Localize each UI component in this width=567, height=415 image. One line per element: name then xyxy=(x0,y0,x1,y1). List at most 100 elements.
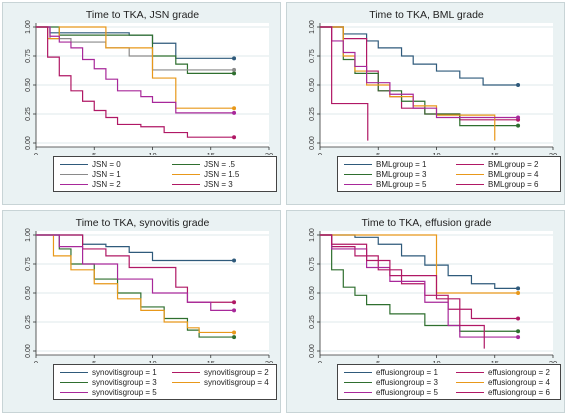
legend-label: JSN = 1.5 xyxy=(204,170,240,179)
chart-legend: JSN = 0 JSN = .5 JSN = 1 JSN = 1.5 JSN = 2 JS… xyxy=(53,156,277,192)
legend-label: JSN = 1 xyxy=(92,170,121,179)
legend-swatch xyxy=(172,184,200,185)
legend-item: synovitisgroup = 2 xyxy=(172,368,278,377)
legend-swatch xyxy=(344,174,372,175)
y-tick-label: 0.75 xyxy=(309,49,316,63)
legend-label: effusiongroup = 6 xyxy=(488,388,550,397)
legend-swatch xyxy=(456,174,484,175)
series-line xyxy=(320,234,519,294)
legend-label: effusiongroup = 5 xyxy=(376,388,438,397)
y-tick-label: 0.25 xyxy=(25,315,32,329)
legend-swatch xyxy=(344,372,372,373)
legend-item: JSN = 2 xyxy=(60,180,166,189)
legend-item: synovitisgroup = 3 xyxy=(60,378,166,387)
legend-swatch xyxy=(60,372,88,373)
km-plot: Time to TKA, effusion grade 0.00 0.25 0.50 0… xyxy=(309,217,557,363)
y-tick-label: 0.75 xyxy=(25,49,32,63)
legend-label: BMLgroup = 3 xyxy=(376,170,427,179)
legend-item: effusiongroup = 1 xyxy=(344,368,450,377)
legend-label: effusiongroup = 3 xyxy=(376,378,438,387)
chart-panel: Time to TKA, JSN grade 0.00 0.25 0.50 0.75 1.… xyxy=(2,2,281,205)
y-tick-label: 0.25 xyxy=(309,315,316,329)
x-tick-label: 20 xyxy=(549,151,557,155)
x-tick-label: 15 xyxy=(207,151,215,155)
censor-point xyxy=(516,83,521,87)
censor-point xyxy=(516,123,521,128)
legend-swatch xyxy=(456,382,484,383)
censor-point xyxy=(232,330,237,335)
legend-item: synovitisgroup = 4 xyxy=(172,378,278,387)
legend-label: synovitisgroup = 2 xyxy=(204,368,269,377)
series-line xyxy=(320,234,519,332)
censor-point xyxy=(232,308,237,313)
censor-point xyxy=(232,335,237,340)
legend-label: JSN = 3 xyxy=(204,180,233,189)
legend-swatch xyxy=(456,372,484,373)
series-line xyxy=(36,26,235,138)
x-tick-label: 10 xyxy=(148,151,156,155)
legend-item: effusiongroup = 2 xyxy=(456,368,562,377)
y-tick-label: 1.00 xyxy=(309,228,316,242)
x-tick-label: 10 xyxy=(432,359,440,363)
x-tick-label: 5 xyxy=(376,359,380,363)
chart-title: Time to TKA, JSN grade xyxy=(86,9,199,21)
legend-label: JSN = 0 xyxy=(92,160,121,169)
x-tick-label: 0 xyxy=(318,151,322,155)
legend-label: JSN = .5 xyxy=(204,160,235,169)
y-tick-label: 1.00 xyxy=(25,20,32,34)
legend-label: synovitisgroup = 1 xyxy=(92,368,157,377)
series-line xyxy=(36,234,235,334)
km-plot: Time to TKA, BML grade 0.00 0.25 0.50 0.75 1.… xyxy=(309,9,557,155)
y-tick-label: 1.00 xyxy=(25,228,32,242)
legend-item: BMLgroup = 4 xyxy=(456,170,562,179)
chart-legend: effusiongroup = 1 effusiongroup = 2 effusi… xyxy=(337,364,561,400)
x-tick-label: 15 xyxy=(491,359,499,363)
censor-point xyxy=(516,286,521,291)
censor-point xyxy=(516,115,521,120)
legend-swatch xyxy=(60,392,88,393)
legend-swatch xyxy=(60,382,88,383)
legend-item: JSN = 0 xyxy=(60,160,166,169)
legend-swatch xyxy=(456,392,484,393)
legend-label: BMLgroup = 5 xyxy=(376,180,427,189)
y-tick-label: 0.50 xyxy=(309,286,316,300)
series-line xyxy=(320,26,519,119)
censor-point xyxy=(232,110,237,115)
chart-panel: Time to TKA, BML grade 0.00 0.25 0.50 0.75 1.… xyxy=(286,2,565,205)
legend-label: effusiongroup = 4 xyxy=(488,378,550,387)
censor-point xyxy=(516,335,521,340)
x-tick-label: 0 xyxy=(318,359,322,363)
legend-item: JSN = 1 xyxy=(60,170,166,179)
legend-item: BMLgroup = 3 xyxy=(344,170,450,179)
x-tick-label: 15 xyxy=(491,151,499,155)
legend-label: effusiongroup = 2 xyxy=(488,368,550,377)
legend-item: effusiongroup = 3 xyxy=(344,378,450,387)
series-line xyxy=(320,234,519,289)
x-tick-label: 20 xyxy=(265,151,273,155)
chart-panel: Time to TKA, synovitis grade 0.00 0.25 0.50… xyxy=(2,210,281,413)
legend-label: BMLgroup = 4 xyxy=(488,170,539,179)
censor-point xyxy=(232,106,237,111)
chart-title: Time to TKA, synovitis grade xyxy=(76,217,210,229)
censor-point xyxy=(232,135,237,140)
legend-label: BMLgroup = 6 xyxy=(488,180,539,189)
legend-item: synovitisgroup = 5 xyxy=(60,388,166,397)
legend-label: BMLgroup = 2 xyxy=(488,160,539,169)
x-tick-label: 20 xyxy=(265,359,273,363)
series-line xyxy=(320,26,519,86)
legend-swatch xyxy=(172,164,200,165)
legend-item: BMLgroup = 2 xyxy=(456,160,562,169)
x-tick-label: 5 xyxy=(92,151,96,155)
y-tick-label: 0.00 xyxy=(309,344,316,358)
y-tick-label: 0.25 xyxy=(309,107,316,121)
censor-point xyxy=(232,71,237,76)
series-line xyxy=(36,234,235,311)
legend-item: JSN = 1.5 xyxy=(172,170,278,179)
km-plot: Time to TKA, synovitis grade 0.00 0.25 0.50… xyxy=(25,217,273,363)
km-plot: Time to TKA, JSN grade 0.00 0.25 0.50 0.75 1.… xyxy=(25,9,273,155)
chart-title: Time to TKA, BML grade xyxy=(369,9,484,21)
censor-point xyxy=(516,329,521,334)
chart-title: Time to TKA, effusion grade xyxy=(362,217,492,229)
chart-panel: Time to TKA, effusion grade 0.00 0.25 0.50 0… xyxy=(286,210,565,413)
